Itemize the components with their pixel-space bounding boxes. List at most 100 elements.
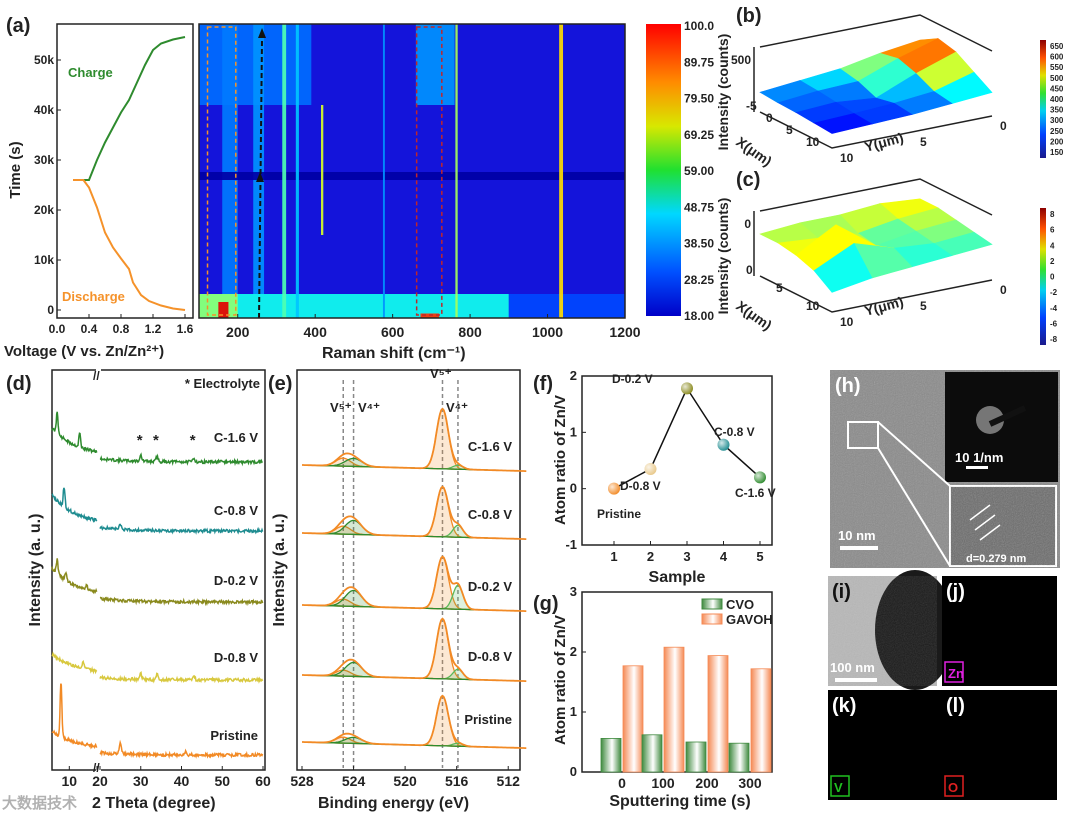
panel-label-g: (g) xyxy=(533,593,559,615)
colorbar-tick-label: 100.0 xyxy=(684,19,714,33)
colorbar-tick-label: 69.25 xyxy=(684,128,714,142)
x-tick-label: 600 xyxy=(381,324,405,340)
x-tick-label: 528 xyxy=(290,773,314,789)
x-tick-label: 0 xyxy=(766,111,773,125)
x-axis-label: X(μm) xyxy=(733,133,775,169)
data-point-highlight xyxy=(681,382,693,395)
x-tick-label: 1 xyxy=(610,549,617,564)
y-tick-label: 10k xyxy=(34,253,54,267)
colorbar-tick-label: 450 xyxy=(1050,84,1064,93)
colorbar xyxy=(1040,40,1046,158)
panel-label-a: (a) xyxy=(6,15,30,37)
xps-envelope xyxy=(302,617,527,682)
data-point-highlight xyxy=(754,471,766,484)
colorbar-tick-label: 650 xyxy=(1050,42,1064,51)
data-point-highlight xyxy=(717,438,730,451)
x-tick-label: 2 xyxy=(647,549,654,564)
xrd-trace xyxy=(51,558,98,595)
colorbar-tick-label: 0 xyxy=(1050,273,1055,282)
x-tick-label: 520 xyxy=(393,773,417,789)
y-tick-label: 30k xyxy=(34,153,54,167)
series-line-discharge xyxy=(73,179,186,311)
bar-gavoh xyxy=(663,646,685,773)
panel-label-f: (f) xyxy=(533,373,553,395)
colorbar-tick-label: 6 xyxy=(1050,226,1055,235)
x-tick-label: 5 xyxy=(756,549,763,564)
surface-patch xyxy=(813,242,873,293)
data-point-highlight xyxy=(644,462,657,475)
colorbar xyxy=(1040,208,1046,345)
xrd-trace-label: Pristine xyxy=(210,728,258,743)
surface-axes xyxy=(759,111,993,149)
y-tick-label: 0 xyxy=(1000,283,1007,297)
colorbar xyxy=(646,24,681,316)
panel-label-k: (k) xyxy=(832,695,856,717)
bar-gavoh xyxy=(707,655,729,773)
y-tick-label: 0 xyxy=(570,764,577,779)
bar-cvo xyxy=(728,742,750,773)
arrow-head-icon xyxy=(258,28,267,38)
y-axis-label: Atom ratio of Zn/V xyxy=(552,395,569,525)
xps-trace-label: C-0.8 V xyxy=(468,507,512,522)
xrd-trace xyxy=(51,683,98,750)
discharge-label: Discharge xyxy=(62,289,125,304)
colorbar-tick-label: 150 xyxy=(1050,148,1064,157)
colorbar-tick-label: -6 xyxy=(1050,319,1058,328)
heatmap-cell xyxy=(199,294,509,318)
y-tick-label: -1 xyxy=(565,537,577,552)
y-tick-label: 0 xyxy=(570,481,577,496)
oxidation-state-label: V⁵⁺ xyxy=(330,400,352,415)
z-tick-label: 0 xyxy=(744,217,751,231)
colorbar-tick-label: 550 xyxy=(1050,63,1064,72)
element-label-box xyxy=(830,775,850,797)
data-point-label: C-0.8 V xyxy=(714,425,755,439)
x-tick-label: 200 xyxy=(226,324,250,340)
y-tick-label: 10 xyxy=(840,315,854,329)
zoom-line xyxy=(877,447,951,567)
x-tick-label: 100 xyxy=(651,775,675,791)
x-tick-label: 0 xyxy=(746,263,753,277)
panel-label-l: (l) xyxy=(946,695,965,717)
x-tick-label: 516 xyxy=(445,773,469,789)
hrtem-texture xyxy=(950,486,1056,566)
x-tick-label: 0.8 xyxy=(113,322,130,336)
xrd-trace xyxy=(99,596,264,607)
y-axis-label: Intensity (a. u.) xyxy=(271,514,288,627)
x-tick-label: 200 xyxy=(695,775,719,791)
bar-gavoh xyxy=(750,668,772,773)
lattice-fringe-line xyxy=(974,514,996,531)
legend-label: CVO xyxy=(726,597,754,612)
x-tick-label: 800 xyxy=(458,324,482,340)
x-tick-label: 512 xyxy=(497,773,521,789)
element-label: Zn xyxy=(948,666,964,681)
xps-envelope xyxy=(302,555,527,612)
x-tick-label: 20 xyxy=(92,773,108,789)
zoom-region-box xyxy=(847,421,879,449)
bar-cvo xyxy=(641,734,663,773)
voltage-plot-frame xyxy=(56,23,194,319)
surface-frame xyxy=(759,178,993,216)
x-tick-label: 0 xyxy=(618,775,626,791)
x-tick-label: 10 xyxy=(806,135,820,149)
data-point-label: C-1.6 V xyxy=(735,486,776,500)
y-tick-label: 2 xyxy=(570,644,577,659)
colorbar-tick-label: 89.75 xyxy=(684,55,714,69)
element-label: O xyxy=(948,780,958,795)
data-point-label: D-0.2 V xyxy=(612,372,653,386)
scale-bar xyxy=(835,678,877,682)
axis-break-mark: // xyxy=(93,369,100,383)
x-axis-label: Binding energy (eV) xyxy=(318,795,469,812)
d-spacing-label: d=0.279 nm xyxy=(966,553,1026,565)
bar-cvo xyxy=(600,738,622,773)
legend-swatch xyxy=(701,598,723,610)
dashed-region-box xyxy=(415,26,443,316)
oxidation-state-label: V⁴⁺ xyxy=(358,400,380,415)
x-axis-label: Sample xyxy=(649,569,706,586)
colorbar-tick-label: 28.25 xyxy=(684,273,714,287)
colorbar-tick-label: 4 xyxy=(1050,241,1055,250)
element-label-box xyxy=(944,661,964,683)
panel-label-h: (h) xyxy=(835,375,861,397)
x-axis-label: 2 Theta (degree) xyxy=(92,795,216,812)
colorbar-tick-label: 79.50 xyxy=(684,92,714,106)
colorbar-tick-label: 300 xyxy=(1050,116,1064,125)
